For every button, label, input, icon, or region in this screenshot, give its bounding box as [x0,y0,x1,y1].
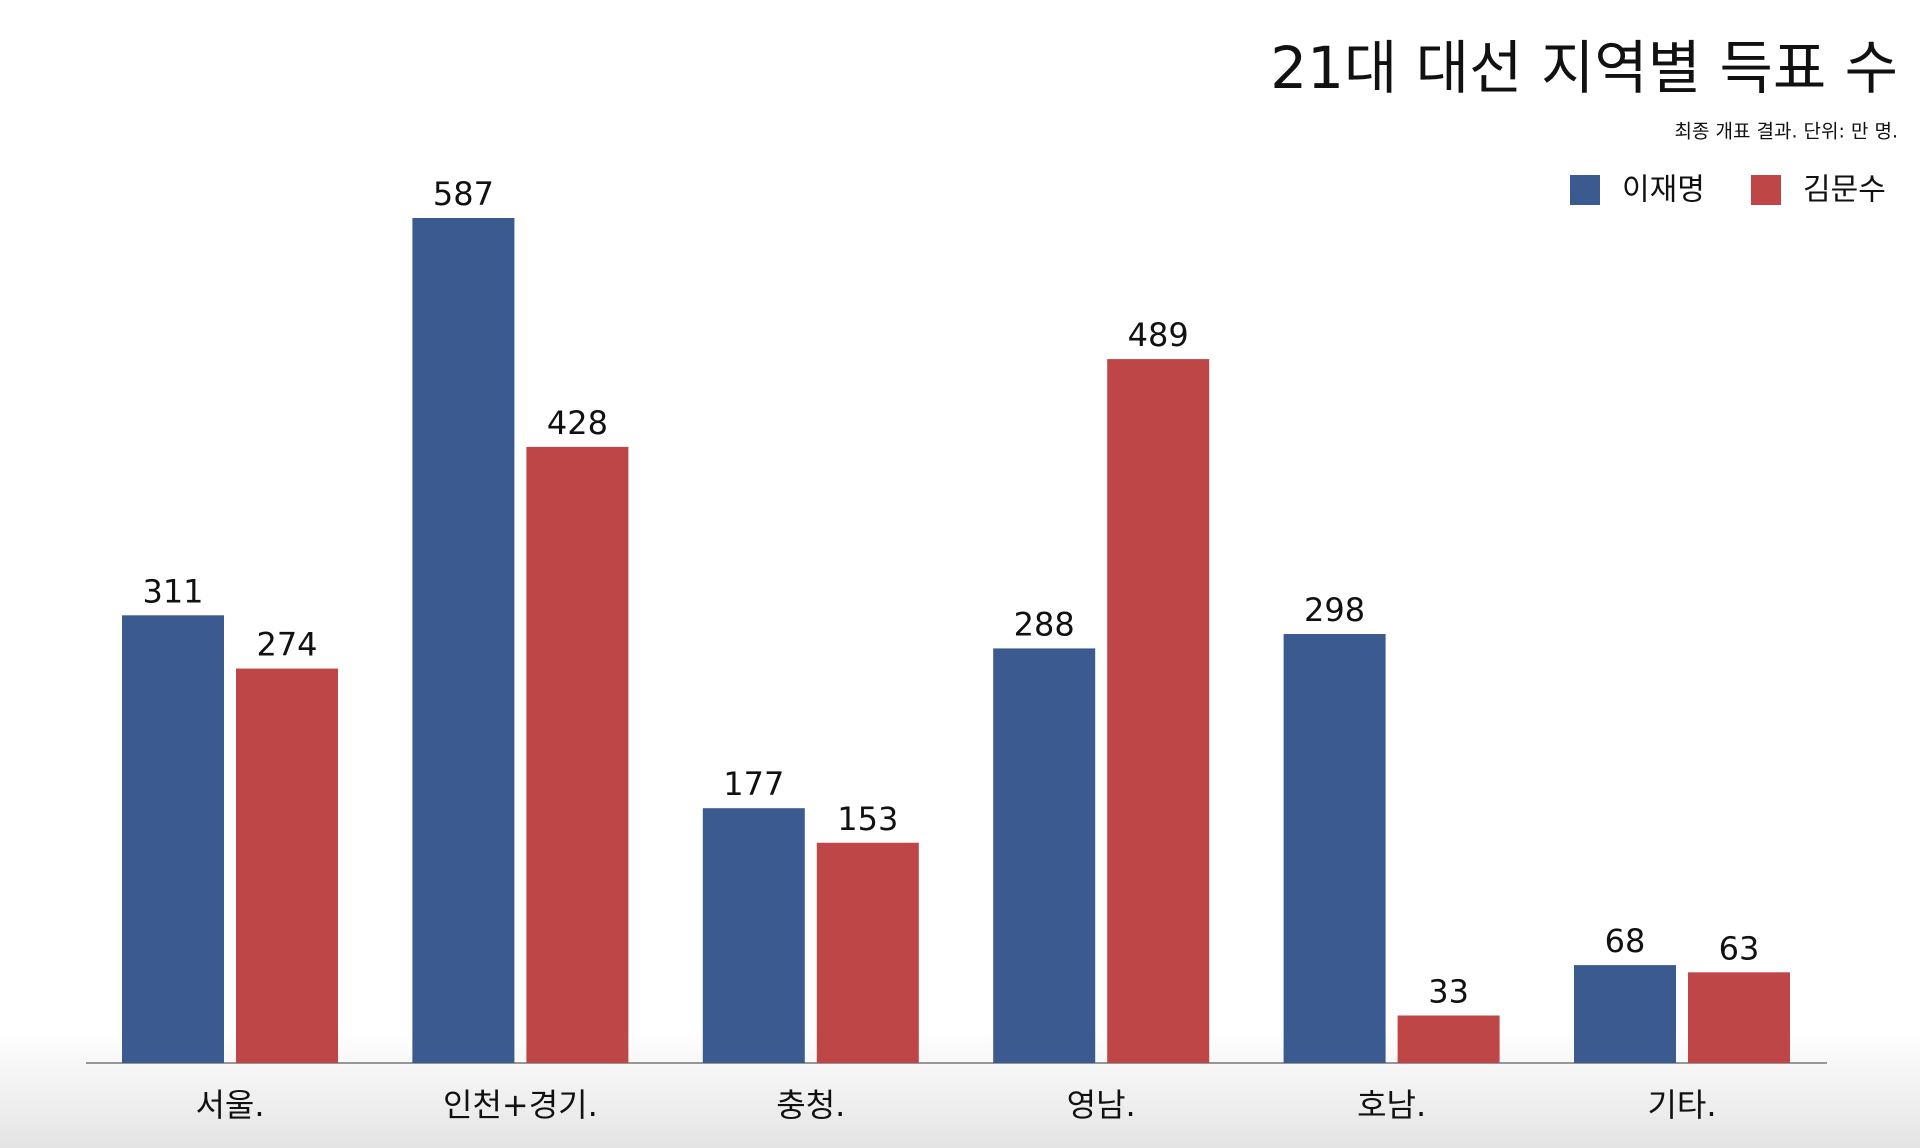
value-label: 311 [142,572,203,610]
x-tick-label: 서울. [195,1086,264,1124]
legend-label: 김문수 [1803,173,1886,208]
value-label: 587 [433,175,494,213]
value-label: 274 [256,626,317,664]
bar [1283,634,1386,1063]
chart-title: 21대 대선 지역별 득표 수 [1270,34,1898,102]
bar [1688,972,1790,1063]
value-label: 63 [1719,929,1760,967]
bar [412,218,515,1063]
x-tick-label: 호남. [1357,1086,1426,1124]
x-tick-label: 인천+경기. [443,1086,598,1124]
value-label: 298 [1304,591,1365,629]
value-label: 33 [1428,972,1469,1010]
bar [122,615,224,1063]
value-label: 68 [1605,922,1646,960]
value-label: 288 [1014,605,1075,643]
value-label: 428 [547,404,608,442]
x-tick-label: 기타. [1647,1086,1716,1124]
legend-swatch [1570,175,1600,205]
bar [702,808,805,1063]
x-tick-label: 충청. [776,1086,845,1124]
bar [236,668,338,1063]
bar [993,648,1096,1063]
value-label: 489 [1128,316,1189,354]
value-label: 177 [723,765,784,803]
legend-label: 이재명 [1622,173,1705,208]
chart-subtitle: 최종 개표 결과. 단위: 만 명. [1675,121,1898,143]
bar [1574,965,1676,1063]
x-tick-label: 영남. [1067,1086,1136,1124]
bar [816,842,919,1063]
value-label: 153 [837,800,898,838]
bar [1397,1015,1500,1063]
bar [1107,359,1210,1063]
legend-swatch [1751,175,1781,205]
bar [526,446,629,1063]
